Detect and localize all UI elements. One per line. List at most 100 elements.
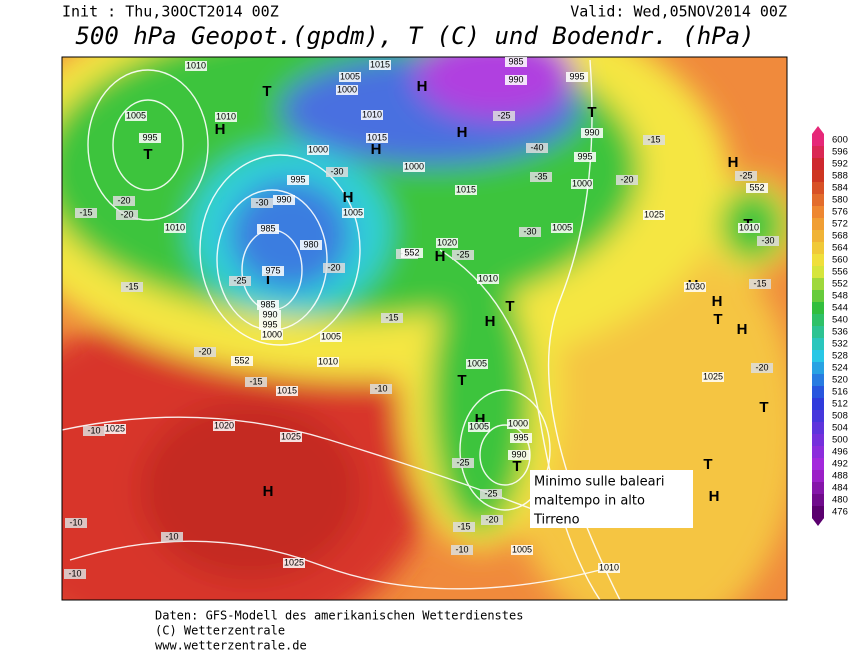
colorbar-label: 508 (832, 411, 848, 422)
isobar-label: 1005 (321, 331, 341, 341)
colorbar-swatch (812, 254, 824, 267)
isobar-label: 1015 (277, 385, 297, 395)
label-bg (317, 357, 339, 367)
label-bg (452, 458, 474, 468)
temperature-label: -10 (68, 568, 81, 578)
init-time: Init : Thu,30OCT2014 00Z (62, 3, 279, 21)
label-bg (273, 195, 295, 205)
label-bg (326, 167, 348, 177)
colorbar-label: 568 (832, 231, 848, 242)
height-label: 552 (234, 355, 249, 365)
isobar-label: 1005 (552, 222, 572, 232)
annotation-text: Minimo sulle baleari (534, 475, 665, 490)
label-bg (320, 332, 342, 342)
label-bg (507, 419, 529, 429)
temperature-label: -25 (497, 110, 510, 120)
colorbar-label: 540 (832, 315, 848, 326)
label-bg (480, 489, 502, 499)
colorbar-swatch (812, 242, 824, 255)
isobar-label: 1015 (456, 184, 476, 194)
isobar-label: 1015 (370, 59, 390, 69)
colorbar-swatch (812, 218, 824, 231)
isobar-label: 1005 (343, 207, 363, 217)
colorbar-swatch (812, 494, 824, 507)
isobar-label: 1010 (186, 60, 206, 70)
map-frame (61, 56, 788, 601)
label-bg (287, 175, 309, 185)
label-bg (735, 171, 757, 181)
annotation-text: maltempo in alto (534, 494, 645, 509)
colorbar-label: 576 (832, 207, 848, 218)
isobar-label: 1000 (404, 161, 424, 171)
label-bg (164, 223, 186, 233)
map-title: 500 hPa Geopot.(gpdm), T (C) und Bodendr… (75, 22, 754, 50)
colorbar-swatch (812, 170, 824, 183)
colorbar-swatch (812, 266, 824, 279)
colorbar-swatch (812, 326, 824, 339)
label-bg (481, 515, 503, 525)
colorbar-label: 504 (832, 423, 848, 434)
temperature-label: -20 (485, 514, 498, 524)
temperature-label: -10 (69, 517, 82, 527)
colorbar-swatch (812, 302, 824, 315)
colorbar-label: 552 (832, 279, 848, 290)
colorbar-label: 536 (832, 327, 848, 338)
label-bg (104, 424, 126, 434)
isobar-label: 985 (260, 299, 275, 309)
isobar-label: 1005 (467, 358, 487, 368)
colorbar-top-cap (812, 126, 824, 134)
label-bg (121, 282, 143, 292)
label-bg (530, 172, 552, 182)
label-bg (369, 60, 391, 70)
pressure-center: T (505, 298, 514, 315)
pressure-center: T (703, 456, 712, 473)
label-bg (508, 450, 530, 460)
label-bg (83, 426, 105, 436)
label-bg (643, 210, 665, 220)
colorbar-label: 572 (832, 219, 848, 230)
label-bg (452, 250, 474, 260)
pressure-center: H (435, 248, 446, 265)
pressure-center: T (587, 104, 596, 121)
label-bg (113, 196, 135, 206)
temperature-label: -10 (455, 544, 468, 554)
label-bg (323, 263, 345, 273)
colorbar-swatch (812, 482, 824, 495)
temperature-label: -10 (87, 425, 100, 435)
label-bg (493, 111, 515, 121)
label-bg (257, 300, 279, 310)
isobar-label: 985 (508, 56, 523, 66)
isobar-label: 995 (262, 319, 277, 329)
map-field (62, 57, 787, 600)
height-label: 552 (749, 182, 764, 192)
isobar-label: 1005 (340, 71, 360, 81)
isobar-label: 1010 (216, 111, 236, 121)
colorbar-swatch (812, 470, 824, 483)
label-bg (505, 57, 527, 67)
isobar-label: 995 (142, 132, 157, 142)
colorbar-swatch (812, 194, 824, 207)
colorbar-swatch (812, 446, 824, 459)
temperature-label: -15 (79, 207, 92, 217)
colorbar-swatch (812, 362, 824, 375)
label-bg (283, 558, 305, 568)
isobar-label: 990 (262, 309, 277, 319)
isobar-label: 1010 (318, 356, 338, 366)
temperature-label: -20 (620, 174, 633, 184)
colorbar-label: 480 (832, 495, 848, 506)
temperature-label: -20 (198, 346, 211, 356)
temperature-label: -30 (255, 197, 268, 207)
label-bg (75, 208, 97, 218)
temperature-label: -20 (327, 262, 340, 272)
colorbar-swatch (812, 374, 824, 387)
annotation-text: Tirreno (533, 513, 580, 528)
label-bg (370, 384, 392, 394)
footer-text: (C) Wetterzentrale (155, 624, 285, 638)
label-bg (381, 313, 403, 323)
pressure-center: H (728, 154, 739, 171)
label-bg (684, 282, 706, 292)
label-bg (598, 563, 620, 573)
temperature-label: -20 (120, 209, 133, 219)
